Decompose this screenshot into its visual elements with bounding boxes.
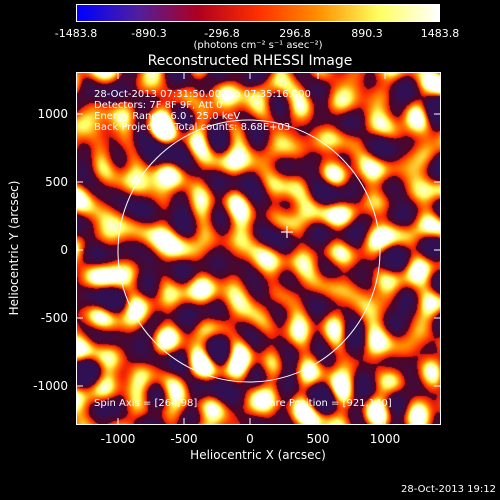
- y-axis-label: Heliocentric Y (arcsec): [7, 180, 21, 316]
- x-axis-label: Heliocentric X (arcsec): [190, 448, 326, 462]
- info-time-range: 28-Oct-2013 07:31:50.000 to 07:35:16.000: [94, 89, 311, 100]
- colorbar-tick: 890.3: [351, 27, 383, 40]
- overlay: [117, 119, 381, 383]
- y-tick-label: -1000: [33, 379, 68, 393]
- x-tick-label: -1000: [100, 432, 136, 446]
- y-tick-label: 1000: [37, 107, 68, 121]
- flare-position-label: Flare Position = [921,140]: [261, 398, 392, 409]
- x-tick-label: 1000: [369, 432, 401, 446]
- colorbar-tick: -1483.8: [54, 27, 98, 40]
- colorbar-tick: 296.8: [279, 27, 311, 40]
- plot-timestamp: 28-Oct-2013 19:12: [401, 484, 496, 495]
- colorbar-tick: 1483.8: [420, 27, 460, 40]
- colorbar: [76, 4, 440, 22]
- x-tick-label: -500: [170, 432, 198, 446]
- colorbar-unit: (photons cm⁻² s⁻¹ asec⁻²): [193, 40, 323, 51]
- x-tick-label: 500: [306, 432, 330, 446]
- y-tick-label: 500: [45, 175, 68, 189]
- plot-title: Reconstructed RHESSI Image: [147, 53, 353, 69]
- y-tick-label: -500: [40, 311, 68, 325]
- y-tick-label: 0: [60, 243, 68, 257]
- solar-limb-circle: [117, 119, 381, 383]
- colorbar-tick: -890.3: [131, 27, 167, 40]
- x-tick-label: 0: [246, 432, 254, 446]
- info-energy-range: Energy Range: 6.0 - 25.0 keV: [94, 111, 241, 122]
- colorbar-tick: -296.8: [204, 27, 240, 40]
- info-detectors: Detectors: 7F 8F 9F, Att 0: [94, 100, 223, 111]
- image-plot: 28-Oct-2013 07:31:50.000 to 07:35:16.000…: [76, 72, 441, 425]
- spin-axis-label: Spin Axis = [264,98]: [94, 398, 198, 409]
- info-method-counts: Back Projection Total counts: 8.68E+03: [94, 122, 291, 133]
